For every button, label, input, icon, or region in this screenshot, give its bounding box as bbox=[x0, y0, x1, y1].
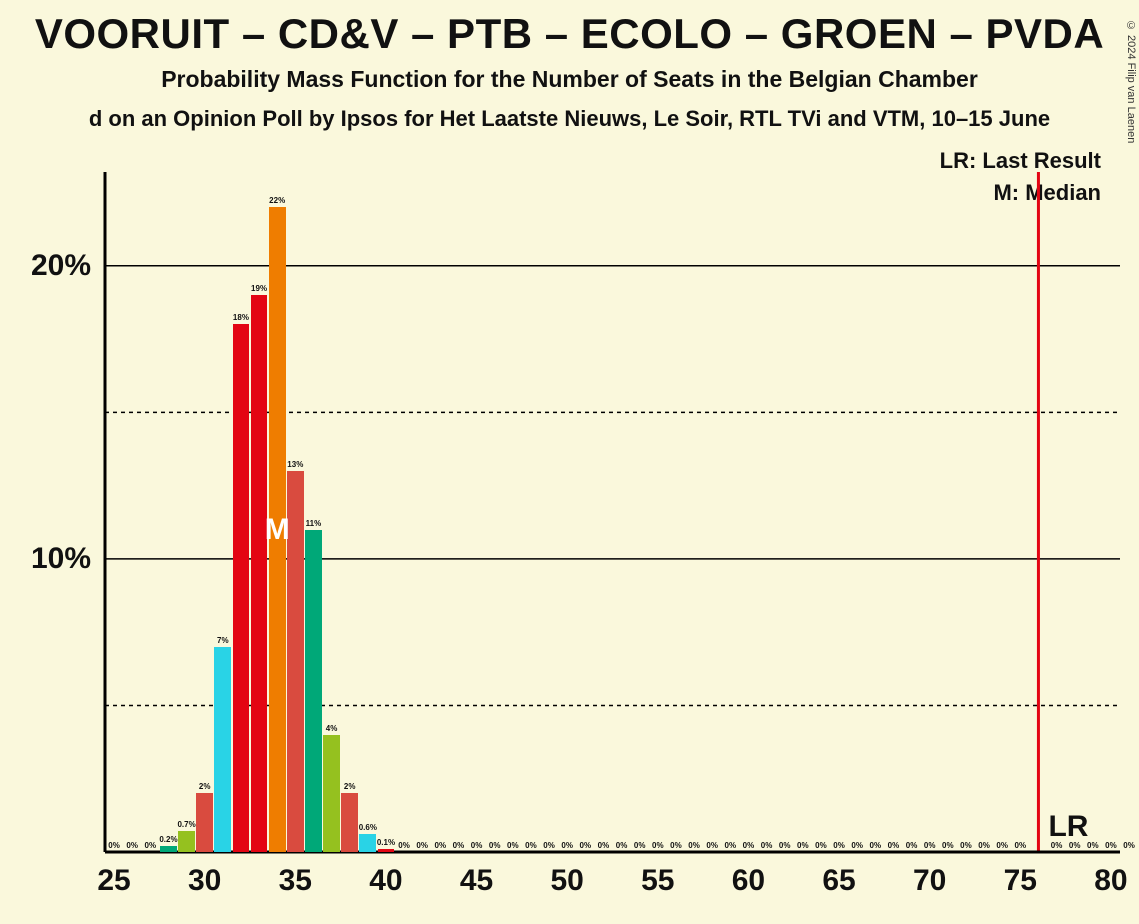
bar-value-label: 0% bbox=[870, 841, 882, 850]
bar-value-label: 0.6% bbox=[359, 823, 377, 832]
bar-value-label: 0% bbox=[706, 841, 718, 850]
bar bbox=[305, 530, 322, 852]
bar-value-label: 0.2% bbox=[159, 835, 177, 844]
bar-value-label: 0% bbox=[906, 841, 918, 850]
plot-area: 0%0%0%0.2%0.7%2%7%18%19%22%13%11%4%2%0.6… bbox=[105, 172, 1120, 852]
x-tick-label: 50 bbox=[551, 864, 584, 898]
bar-value-label: 0% bbox=[1087, 841, 1099, 850]
bar-value-label: 0% bbox=[525, 841, 537, 850]
bar bbox=[341, 793, 358, 852]
bar bbox=[323, 735, 340, 852]
bar-value-label: 0% bbox=[561, 841, 573, 850]
bar bbox=[251, 295, 268, 852]
bar-value-label: 0% bbox=[978, 841, 990, 850]
bar-value-label: 0.1% bbox=[377, 838, 395, 847]
bar-value-label: 0% bbox=[1015, 841, 1027, 850]
bar-value-label: 2% bbox=[199, 782, 211, 791]
bar-value-label: 0% bbox=[670, 841, 682, 850]
bar-value-label: 0% bbox=[942, 841, 954, 850]
bar-value-label: 0% bbox=[471, 841, 483, 850]
bar-value-label: 0% bbox=[652, 841, 664, 850]
x-tick-label: 70 bbox=[913, 864, 946, 898]
x-tick-label: 80 bbox=[1094, 864, 1127, 898]
bar-value-label: 0% bbox=[507, 841, 519, 850]
median-marker: M bbox=[265, 513, 290, 547]
bar-value-label: 0% bbox=[145, 841, 157, 850]
bar-value-label: 0% bbox=[996, 841, 1008, 850]
bar-value-label: 19% bbox=[251, 284, 267, 293]
bar-value-label: 0% bbox=[1105, 841, 1117, 850]
lr-axis-label: LR bbox=[1048, 810, 1088, 844]
bar-value-label: 13% bbox=[287, 460, 303, 469]
x-tick-label: 25 bbox=[97, 864, 130, 898]
bar-value-label: 0% bbox=[797, 841, 809, 850]
bar-value-label: 0% bbox=[688, 841, 700, 850]
x-tick-label: 35 bbox=[279, 864, 312, 898]
bar-value-label: 4% bbox=[326, 724, 338, 733]
bar-value-label: 0% bbox=[398, 841, 410, 850]
x-tick-label: 40 bbox=[369, 864, 402, 898]
bar bbox=[160, 846, 177, 852]
bar-value-label: 0% bbox=[108, 841, 120, 850]
bar-value-label: 2% bbox=[344, 782, 356, 791]
bar-value-label: 7% bbox=[217, 636, 229, 645]
bar bbox=[378, 849, 395, 852]
bar-value-label: 0% bbox=[489, 841, 501, 850]
bar bbox=[359, 834, 376, 852]
bar-value-label: 0% bbox=[126, 841, 138, 850]
y-tick-label: 20% bbox=[0, 249, 91, 283]
bar-value-label: 0% bbox=[743, 841, 755, 850]
bar-value-label: 0% bbox=[888, 841, 900, 850]
x-tick-label: 55 bbox=[641, 864, 674, 898]
bar-value-label: 0% bbox=[634, 841, 646, 850]
bar-value-label: 0% bbox=[851, 841, 863, 850]
bar-value-label: 0% bbox=[416, 841, 428, 850]
bar-value-label: 0% bbox=[1123, 841, 1135, 850]
bar-value-label: 0% bbox=[779, 841, 791, 850]
x-tick-label: 65 bbox=[822, 864, 855, 898]
y-tick-label: 10% bbox=[0, 542, 91, 576]
bar-value-label: 0.7% bbox=[177, 820, 195, 829]
bar-value-label: 11% bbox=[306, 519, 322, 528]
x-tick-label: 60 bbox=[732, 864, 765, 898]
bar-value-label: 0% bbox=[815, 841, 827, 850]
bar bbox=[233, 324, 250, 852]
bar-value-label: 0% bbox=[761, 841, 773, 850]
chart-subtitle: Probability Mass Function for the Number… bbox=[0, 66, 1139, 93]
bar-value-label: 0% bbox=[725, 841, 737, 850]
x-tick-label: 30 bbox=[188, 864, 221, 898]
bar-value-label: 0% bbox=[453, 841, 465, 850]
bar-value-label: 0% bbox=[543, 841, 555, 850]
bar-value-label: 18% bbox=[233, 313, 249, 322]
bar-value-label: 0% bbox=[598, 841, 610, 850]
bar-value-label: 0% bbox=[435, 841, 447, 850]
bar-value-label: 0% bbox=[580, 841, 592, 850]
bar-value-label: 0% bbox=[960, 841, 972, 850]
bar bbox=[178, 831, 195, 852]
bar-value-label: 0% bbox=[833, 841, 845, 850]
chart-source: d on an Opinion Poll by Ipsos for Het La… bbox=[0, 106, 1139, 132]
chart-root: © 2024 Filip van Laenen VOORUIT – CD&V –… bbox=[0, 0, 1139, 924]
bar-value-label: 0% bbox=[616, 841, 628, 850]
chart-title: VOORUIT – CD&V – PTB – ECOLO – GROEN – P… bbox=[0, 10, 1139, 58]
bar bbox=[214, 647, 231, 852]
x-tick-label: 75 bbox=[1004, 864, 1037, 898]
bar-value-label: 22% bbox=[269, 196, 285, 205]
legend-lr: LR: Last Result bbox=[940, 148, 1101, 174]
bar bbox=[196, 793, 213, 852]
bar-value-label: 0% bbox=[924, 841, 936, 850]
x-tick-label: 45 bbox=[460, 864, 493, 898]
